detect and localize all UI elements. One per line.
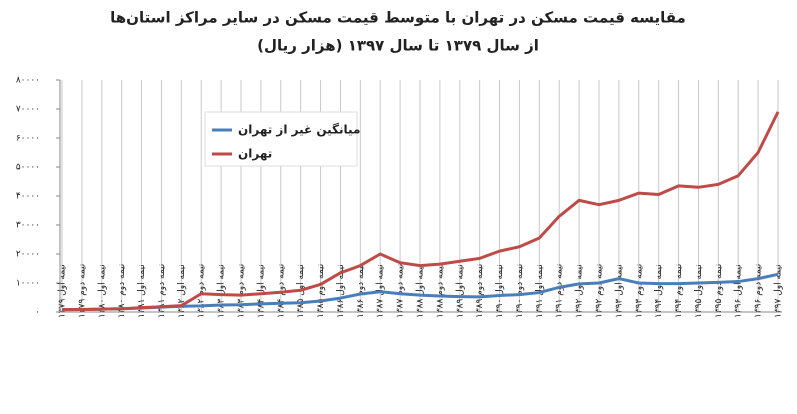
y-tick-label: ۲۰۰۰۰ <box>16 250 40 260</box>
x-tick-label: نیمه دوم ۱۳۹۳ <box>634 264 644 318</box>
x-tick-label: نیمه دوم ۱۳۸۱ <box>157 264 167 318</box>
legend-box <box>204 111 358 167</box>
x-tick-label: نیمه اول ۱۳۸۶ <box>336 264 346 318</box>
x-tick-label: نیمه اول ۱۳۹۵ <box>694 264 704 318</box>
x-tick-label: نیمه دوم ۱۳۸۲ <box>197 264 207 318</box>
x-tick-label: نیمه دوم ۱۳۸۸ <box>435 264 445 318</box>
x-tick-label: نیمه اول ۱۳۹۶ <box>734 264 744 318</box>
x-tick-label: نیمه اول ۱۳۸۰ <box>97 264 107 318</box>
x-tick-label: نیمه اول ۱۳۸۴ <box>256 264 266 318</box>
chart-title: مقایسه قیمت مسکن در تهران با متوسط قیمت … <box>110 9 686 27</box>
x-tick-label: نیمه اول ۱۳۸۸ <box>416 264 426 318</box>
x-tick-label: نیمه اول ۱۳۹۲ <box>575 264 585 318</box>
x-tick-label: نیمه دوم ۱۳۸۵ <box>316 264 326 318</box>
y-tick-label: ۸۰۰۰۰ <box>16 76 40 86</box>
y-tick-label: ۰ <box>35 308 40 318</box>
legend-label: تهران <box>238 147 272 161</box>
legend-label: میانگین غیر از تهران <box>238 123 360 137</box>
x-tick-label: نیمه دوم ۱۳۹۶ <box>754 264 764 318</box>
x-tick-label: نیمه اول ۱۳۸۹ <box>455 264 465 318</box>
y-tick-label: ۵۰۰۰۰ <box>16 163 40 173</box>
x-tick-label: نیمه دوم ۱۳۹۰ <box>515 264 525 318</box>
series-line <box>61 111 780 312</box>
x-tick-label: نیمه اول ۱۳۹۳ <box>614 264 624 318</box>
x-tick-label: نیمه دوم ۱۳۸۷ <box>396 264 406 318</box>
x-tick-label: نیمه دوم ۱۳۹۵ <box>714 264 724 318</box>
x-tick-label: نیمه اول ۱۳۹۷ <box>774 264 784 318</box>
x-tick-label: نیمه دوم ۱۳۸۹ <box>475 264 485 318</box>
x-tick-label: نیمه دوم ۱۳۷۹ <box>77 264 87 318</box>
x-tick-label: نیمه دوم ۱۳۹۱ <box>555 264 565 318</box>
x-tick-label: نیمه دوم ۱۳۹۴ <box>674 264 684 318</box>
y-tick-label: ۷۰۰۰۰ <box>16 105 40 115</box>
x-tick-label: نیمه اول ۱۳۷۹ <box>58 264 68 318</box>
x-tick-label: نیمه اول ۱۳۸۳ <box>217 264 227 318</box>
y-tick-label: ۴۰۰۰۰ <box>16 192 40 202</box>
x-tick-label: نیمه اول ۱۳۸۱ <box>137 264 147 318</box>
y-tick-label: ۱۰۰۰۰ <box>16 279 40 289</box>
y-tick-label: ۶۰۰۰۰ <box>16 134 40 144</box>
chart-subtitle: از سال ۱۳۷۹ تا سال ۱۳۹۷ (هزار ریال) <box>257 37 539 55</box>
y-tick-label: ۳۰۰۰۰ <box>16 221 40 231</box>
x-tick-label: نیمه اول ۱۳۹۴ <box>654 264 664 318</box>
x-tick-label: نیمه دوم ۱۳۸۳ <box>237 264 247 318</box>
x-tick-label: نیمه اول ۱۳۹۰ <box>495 264 505 318</box>
x-tick-label: نیمه دوم ۱۳۸۰ <box>117 264 127 318</box>
x-tick-label: نیمه دوم ۱۳۸۶ <box>356 264 366 318</box>
x-tick-label: نیمه دوم ۱۳۹۲ <box>595 264 605 318</box>
x-tick-label: نیمه اول ۱۳۸۲ <box>177 264 187 318</box>
